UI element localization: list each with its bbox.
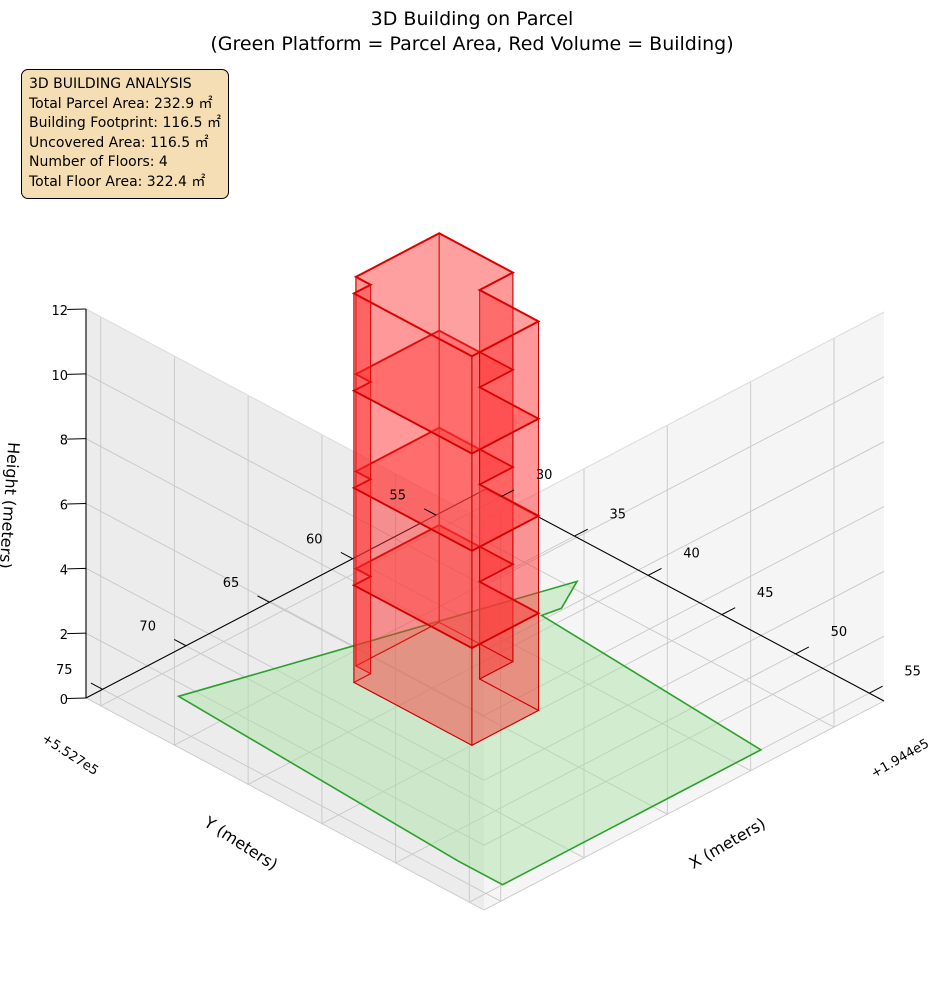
building-floor [351, 329, 541, 552]
gridlines [85, 308, 885, 911]
z-tick-mark [67, 373, 87, 375]
z-tick-label: 2 [60, 628, 68, 643]
y-tick-mark [869, 685, 883, 694]
info-line-parcel-area: Total Parcel Area: 232.9 ㎡ [29, 95, 213, 112]
building-floor [351, 232, 541, 455]
y-tick-label: 50 [831, 625, 848, 640]
z-gridline [85, 632, 885, 846]
y-tick-label: 40 [683, 547, 700, 562]
y-offset-label: +5.527e5 [39, 731, 101, 779]
x-tick-mark [423, 508, 437, 516]
parcel-polygon [176, 580, 763, 886]
x-tick-label: 60 [306, 532, 323, 547]
z-gridline [85, 373, 885, 587]
y-tick-mark [574, 528, 589, 537]
z-tick-mark [67, 308, 87, 311]
y-tick-label: 55 [904, 665, 921, 680]
z-tick-label: 4 [60, 563, 68, 578]
z-tick-mark [67, 632, 87, 635]
x-offset-label: +1.944e5 [869, 736, 932, 781]
x-tick-mark [90, 682, 103, 690]
z-gridline [85, 567, 885, 781]
info-line-heading: 3D BUILDING ANALYSIS [29, 76, 192, 92]
y-tick-label: 45 [757, 586, 774, 601]
x-tick-label: 70 [139, 619, 156, 634]
chart-subtitle: (Green Platform = Parcel Area, Red Volum… [210, 33, 733, 55]
y-tick-mark [721, 607, 736, 616]
x-tick-label: 75 [56, 663, 73, 678]
z-tick-label: 10 [51, 369, 68, 384]
z-gridline [85, 438, 885, 652]
z-tick-label: 6 [60, 499, 68, 514]
z-tick-label: 8 [60, 434, 68, 449]
x-axis-label: X (meters) [686, 814, 769, 873]
z-tick-mark [67, 503, 87, 505]
y-tick-label: 30 [536, 468, 553, 483]
z-axis-label: Height (meters) [0, 441, 23, 569]
z-tick-label: 0 [60, 693, 68, 708]
y-tick-label: 35 [610, 508, 627, 523]
building-layer [351, 232, 541, 747]
y-tick-mark [500, 489, 515, 498]
pane-top-edge [85, 308, 885, 522]
z-gridline [85, 503, 885, 717]
analysis-info-box: 3D BUILDING ANALYSIS Total Parcel Area: … [21, 69, 229, 199]
z-tick-mark [67, 438, 87, 440]
tick-marks: 55 60 65 70 75 30 35 40 45 50 55 0 2 4 6 8 10 12 [51, 304, 920, 708]
x-tick-mark [173, 639, 187, 647]
x-tick-mark [257, 595, 270, 603]
info-line-uncovered: Uncovered Area: 116.5 ㎡ [29, 134, 209, 151]
x-tick-label: 55 [389, 489, 406, 504]
x-tick-label: 65 [223, 576, 240, 591]
x-tick-mark [340, 551, 353, 560]
parcel-layer [176, 580, 763, 886]
y-axis-line [485, 488, 885, 702]
z-tick-mark [67, 697, 87, 700]
y-tick-mark [795, 646, 810, 655]
z-gridline [85, 697, 885, 911]
info-line-floors: Number of Floors: 4 [29, 154, 168, 170]
floor-top-face [351, 232, 541, 358]
y-tick-mark [647, 567, 662, 576]
info-line-footprint: Building Footprint: 116.5 ㎡ [29, 115, 222, 131]
z-tick-label: 12 [51, 304, 68, 319]
y-axis-label: Y (meters) [200, 812, 281, 874]
building-floor [351, 523, 541, 747]
building-floor [351, 426, 541, 649]
info-line-floor-area: Total Floor Area: 322.4 ㎡ [29, 173, 206, 190]
chart-title: 3D Building on Parcel [371, 8, 574, 30]
z-tick-mark [67, 567, 87, 570]
